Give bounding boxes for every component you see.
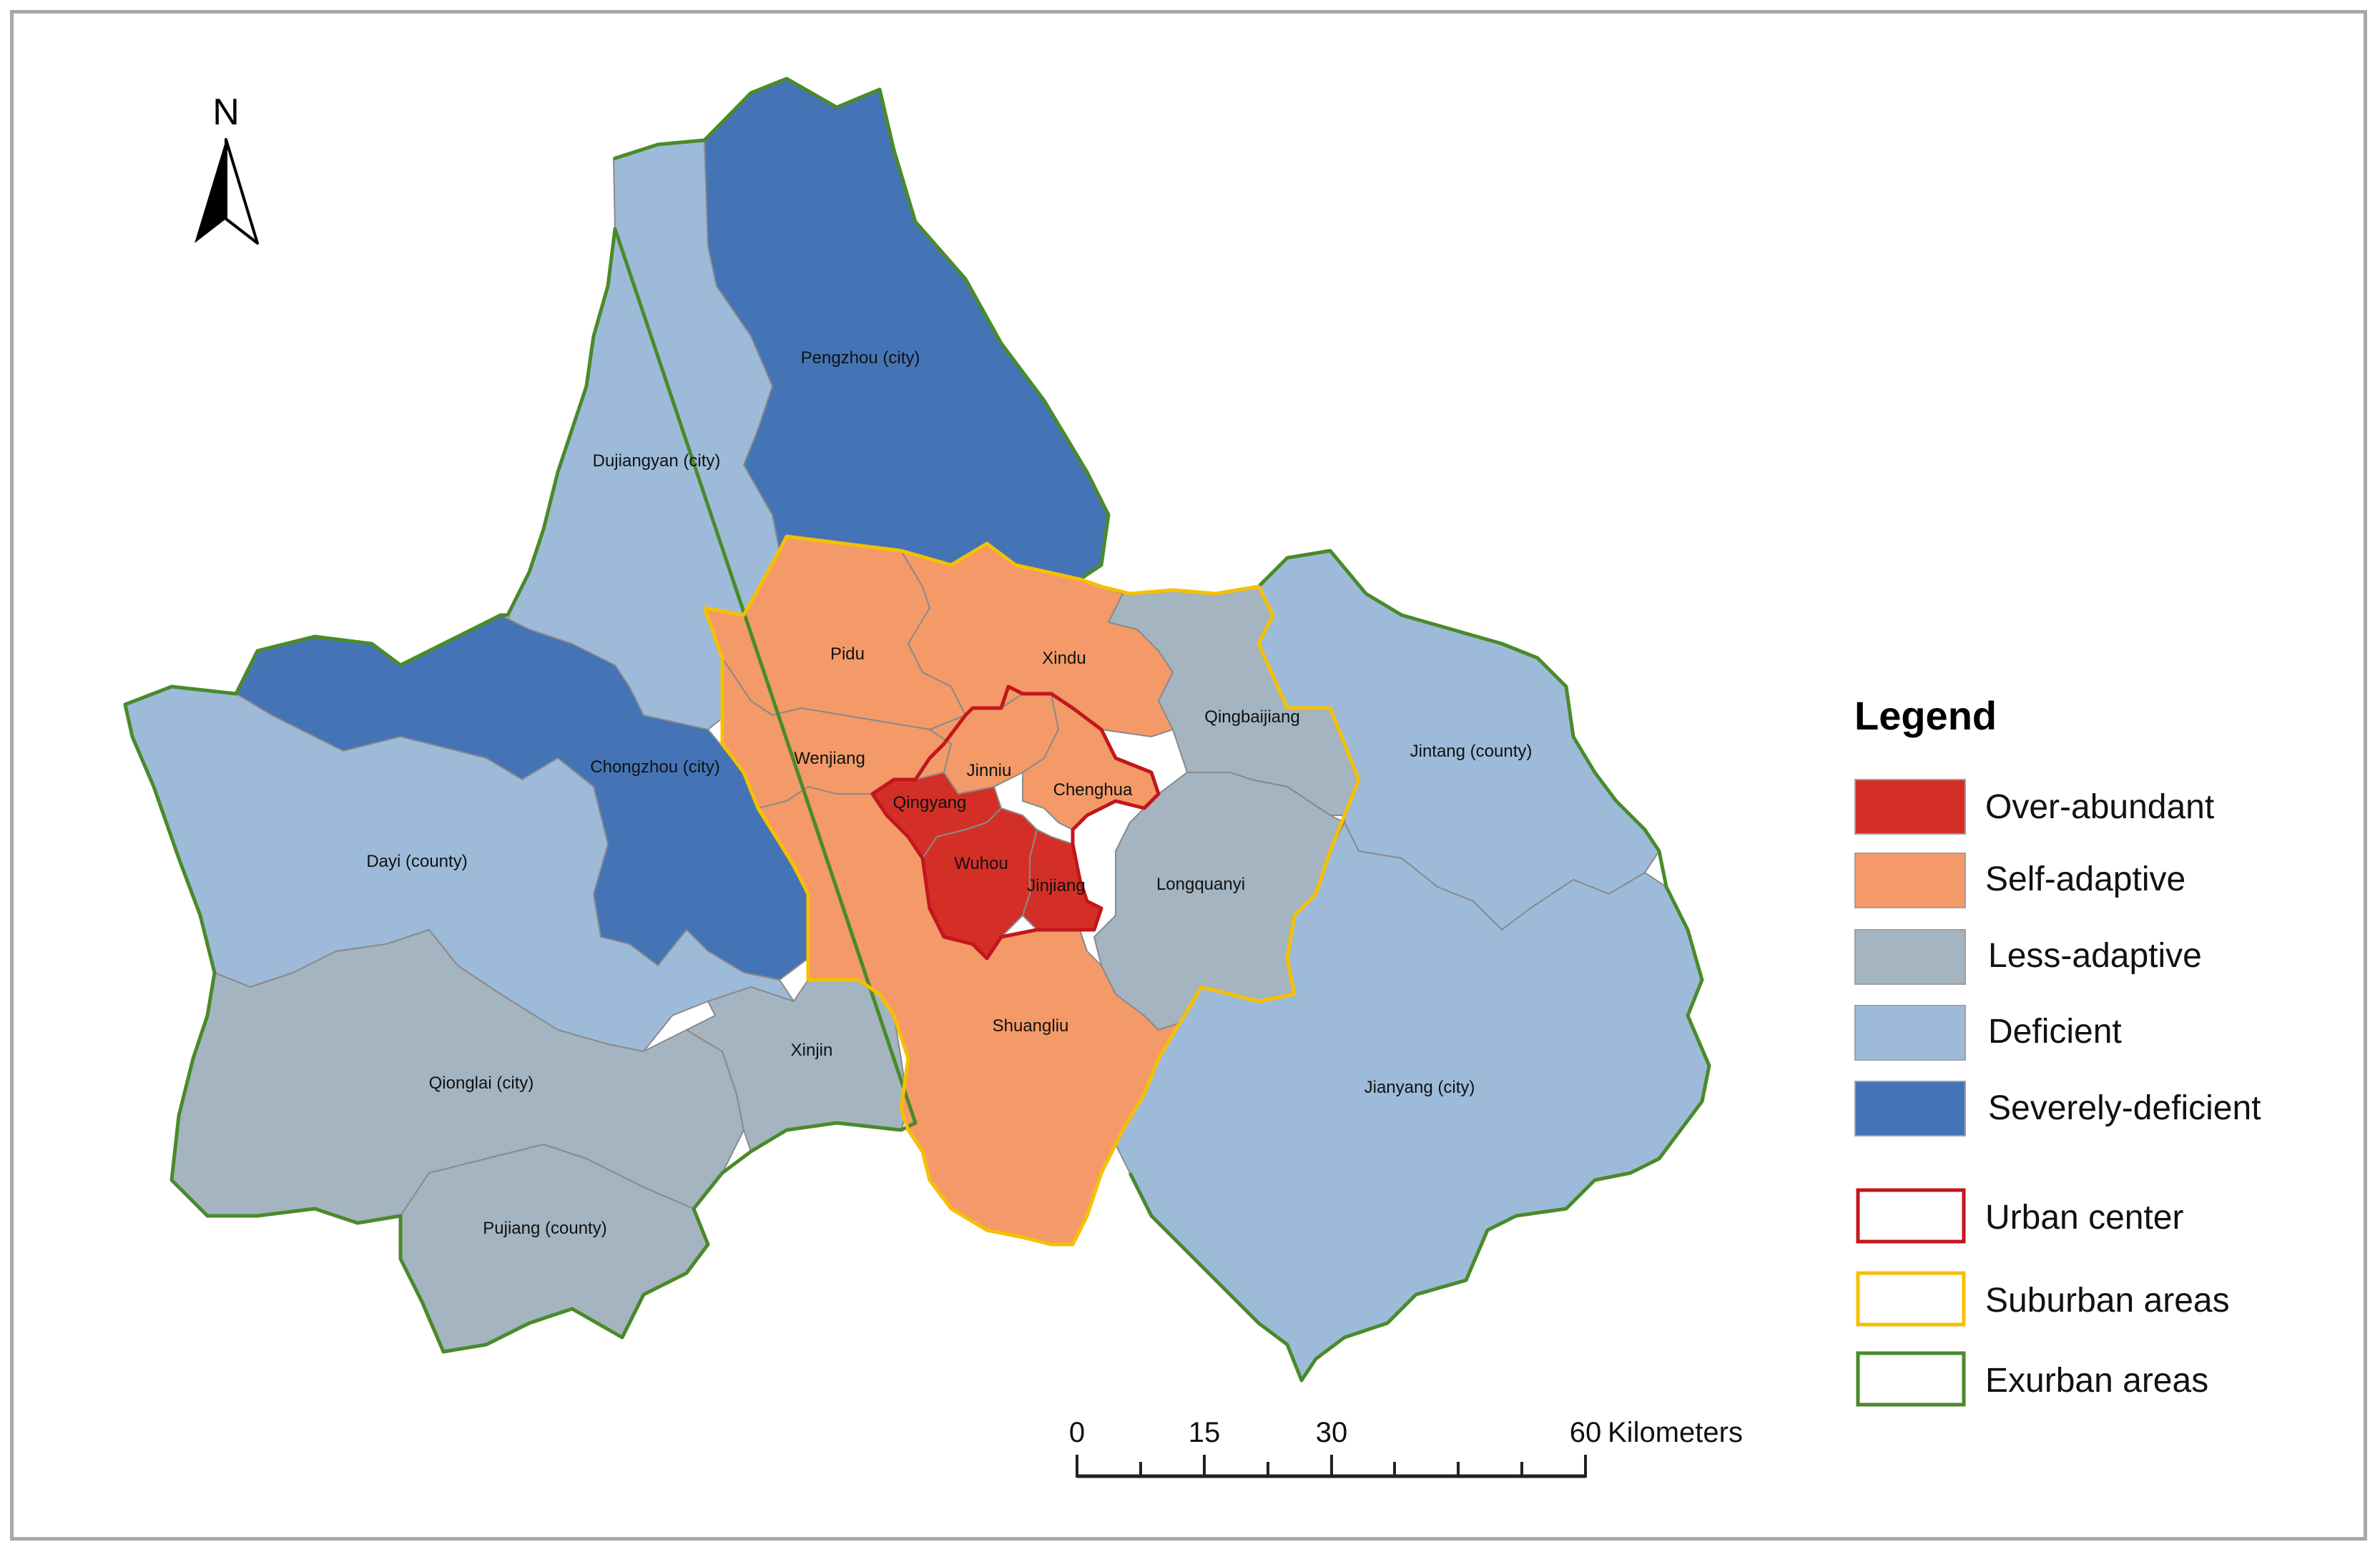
scale-label-30: 30	[1316, 1417, 1348, 1448]
label-xindu: Xindu	[1042, 649, 1086, 668]
legend-label-exurban-areas: Exurban areas	[1985, 1362, 2208, 1400]
legend-label-urban-center: Urban center	[1985, 1199, 2183, 1237]
label-pengzhou: Pengzhou (city)	[801, 348, 920, 368]
north-arrow-label: N	[212, 92, 240, 133]
legend-title: Legend	[1854, 693, 1997, 738]
north-arrow: N	[195, 92, 259, 245]
label-chenghua: Chenghua	[1053, 780, 1133, 800]
legend-label-self-adaptive: Self-adaptive	[1985, 860, 2185, 898]
label-jinjiang: Jinjiang	[1027, 876, 1085, 895]
label-dayi: Dayi (county)	[366, 852, 467, 871]
legend-label-severely-deficient: Severely-deficient	[1988, 1089, 2261, 1127]
label-qingyang: Qingyang	[893, 793, 967, 812]
suburban-boundary	[702, 534, 1361, 1247]
legend-label-less-adaptive: Less-adaptive	[1988, 937, 2202, 975]
label-qingbaijiang: Qingbaijiang	[1204, 707, 1299, 727]
legend-label-over-abundant: Over-abundant	[1985, 788, 2214, 826]
label-pujiang: Pujiang (county)	[483, 1219, 606, 1238]
legend-swatch-suburban-areas	[1856, 1271, 1966, 1327]
label-shuangliu: Shuangliu	[993, 1016, 1069, 1036]
scale-label-60: 60	[1570, 1417, 1602, 1448]
label-jintang: Jintang (county)	[1410, 742, 1533, 761]
scale-label-15: 15	[1189, 1417, 1221, 1448]
exurban-boundary	[123, 77, 1711, 1382]
label-jinniu: Jinniu	[967, 761, 1012, 780]
legend: Legend Over-abundant Self-adaptive Less-…	[1854, 693, 2261, 1407]
legend-swatch-urban-center	[1856, 1188, 1966, 1244]
north-arrow-left-half	[195, 139, 226, 243]
label-qionglai: Qionglai (city)	[429, 1074, 534, 1093]
label-longquanyi: Longquanyi	[1156, 875, 1245, 894]
label-xinjin: Xinjin	[791, 1041, 833, 1060]
label-jianyang: Jianyang (city)	[1364, 1078, 1475, 1097]
label-pidu: Pidu	[830, 644, 865, 664]
legend-swatch-over-abundant	[1854, 779, 1966, 835]
legend-swatch-self-adaptive	[1854, 853, 1966, 908]
urban-center-boundary	[870, 684, 1161, 961]
label-chongzhou: Chongzhou (city)	[590, 757, 719, 777]
legend-swatch-less-adaptive	[1854, 929, 1966, 985]
scale-label-0: 0	[1069, 1417, 1085, 1448]
label-dujiangyan: Dujiangyan (city)	[593, 451, 721, 471]
scale-bar: 0 15 30 60 Kilometers	[1069, 1417, 1743, 1478]
label-wenjiang: Wenjiang	[794, 749, 865, 768]
legend-swatch-deficient	[1854, 1005, 1966, 1061]
legend-swatch-exurban-areas	[1856, 1351, 1966, 1407]
scale-unit-label: Kilometers	[1608, 1417, 1743, 1448]
north-arrow-right-half	[225, 138, 259, 245]
label-wuhou: Wuhou	[954, 854, 1008, 873]
legend-label-suburban-areas: Suburban areas	[1985, 1282, 2230, 1320]
legend-label-deficient: Deficient	[1988, 1013, 2122, 1051]
legend-swatch-severely-deficient	[1854, 1081, 1966, 1136]
